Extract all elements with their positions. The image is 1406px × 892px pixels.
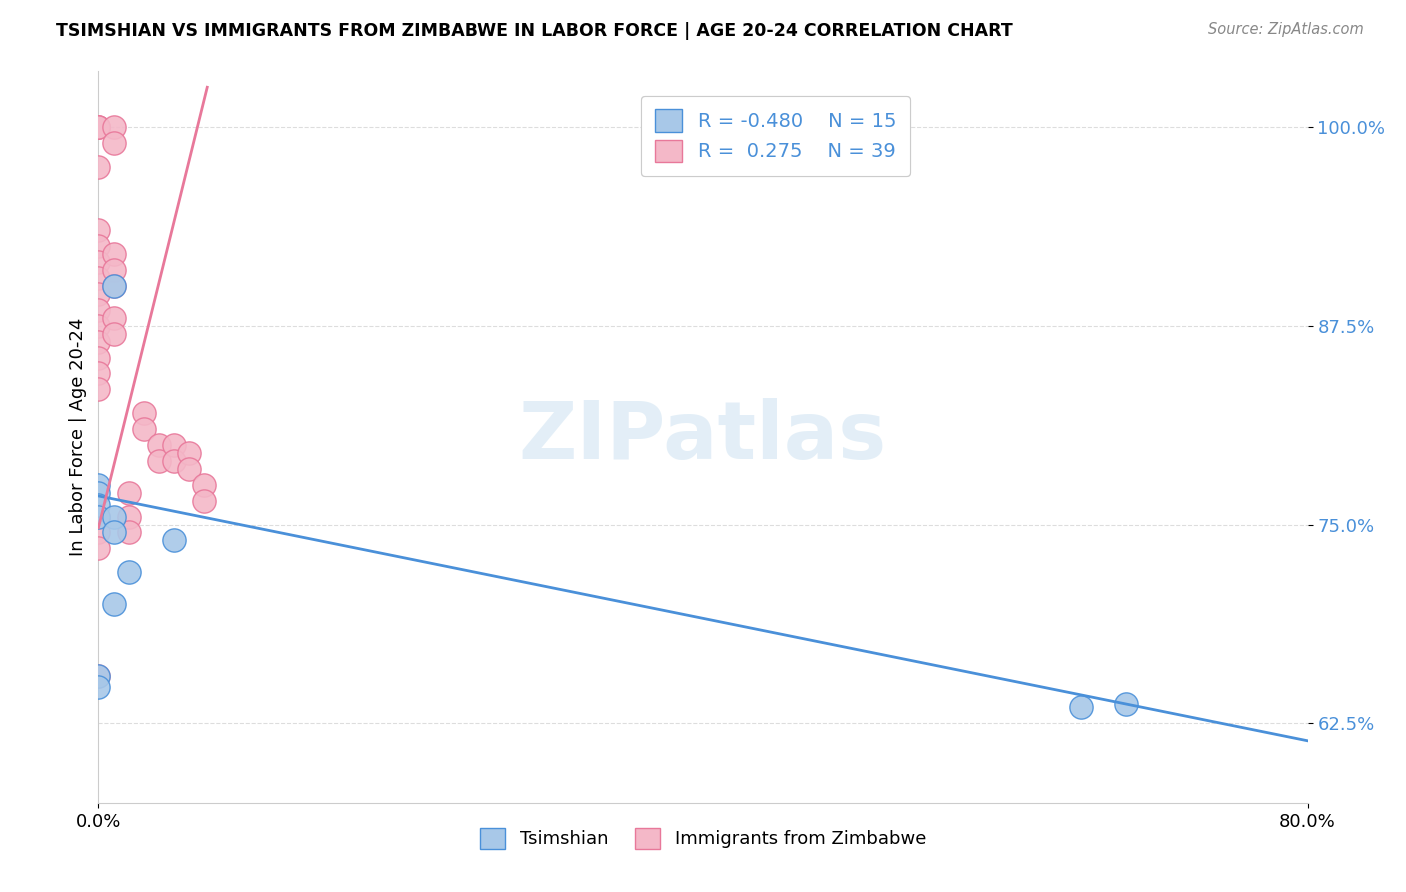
Point — [103, 525, 125, 540]
Point — [148, 438, 170, 452]
Point — [103, 120, 125, 134]
Legend: R = -0.480    N = 15, R =  0.275    N = 39: R = -0.480 N = 15, R = 0.275 N = 39 — [641, 95, 910, 176]
Point — [103, 279, 125, 293]
Point — [103, 279, 125, 293]
Point — [87, 668, 110, 682]
Point — [87, 541, 110, 556]
Point — [87, 334, 110, 349]
Text: Source: ZipAtlas.com: Source: ZipAtlas.com — [1208, 22, 1364, 37]
Point — [87, 477, 110, 491]
Point — [87, 499, 110, 513]
Point — [87, 160, 110, 174]
Point — [87, 223, 110, 237]
Point — [103, 597, 125, 611]
Point — [103, 136, 125, 150]
Point — [87, 525, 110, 540]
Point — [193, 493, 215, 508]
Y-axis label: In Labor Force | Age 20-24: In Labor Force | Age 20-24 — [69, 318, 87, 557]
Point — [87, 680, 110, 694]
Point — [103, 263, 125, 277]
Point — [193, 477, 215, 491]
Text: TSIMSHIAN VS IMMIGRANTS FROM ZIMBABWE IN LABOR FORCE | AGE 20-24 CORRELATION CHA: TSIMSHIAN VS IMMIGRANTS FROM ZIMBABWE IN… — [56, 22, 1012, 40]
Point — [163, 454, 186, 468]
Point — [179, 446, 201, 460]
Point — [87, 239, 110, 253]
Point — [163, 438, 186, 452]
Point — [118, 485, 141, 500]
Point — [103, 326, 125, 341]
Point — [87, 509, 110, 524]
Point — [87, 383, 110, 397]
Text: ZIPatlas: ZIPatlas — [519, 398, 887, 476]
Point — [87, 302, 110, 317]
Point — [148, 454, 170, 468]
Point — [132, 422, 155, 436]
Point — [103, 509, 125, 524]
Point — [118, 525, 141, 540]
Point — [87, 509, 110, 524]
Point — [103, 310, 125, 325]
Point — [87, 367, 110, 381]
Point — [87, 318, 110, 333]
Point — [179, 462, 201, 476]
Point — [87, 351, 110, 365]
Point — [118, 509, 141, 524]
Point — [87, 485, 110, 500]
Point — [87, 668, 110, 682]
Point — [87, 255, 110, 269]
Point — [1070, 700, 1092, 714]
Point — [87, 287, 110, 301]
Point — [103, 247, 125, 261]
Point — [163, 533, 186, 548]
Point — [87, 120, 110, 134]
Point — [118, 566, 141, 580]
Point — [1115, 697, 1137, 711]
Point — [87, 120, 110, 134]
Point — [87, 271, 110, 285]
Point — [87, 120, 110, 134]
Point — [132, 406, 155, 420]
